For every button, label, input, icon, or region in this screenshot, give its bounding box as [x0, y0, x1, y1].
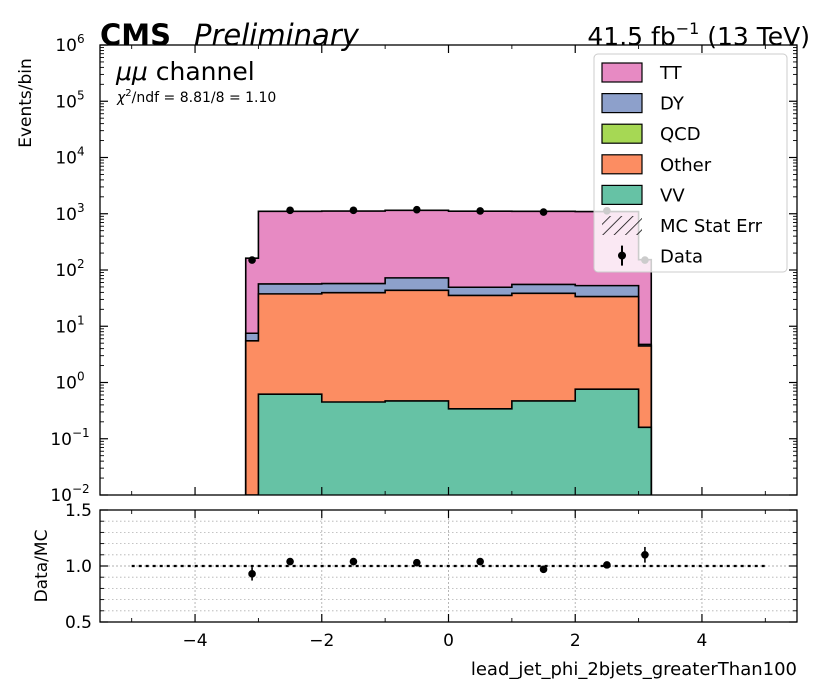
ratio-point [349, 557, 358, 566]
data-point [539, 208, 548, 216]
legend-entry: TT [601, 62, 683, 84]
x-tick-label: −4 [183, 631, 208, 651]
x-tick-label: 4 [697, 631, 708, 651]
y-tick-base: 10 [55, 149, 77, 169]
legend-label: VV [660, 185, 685, 206]
legend-entry: VV [601, 184, 685, 206]
ratio-axes: 0.5 1.0 1.5 −4 −2 0 2 4 [65, 501, 798, 651]
ratio-point [641, 551, 649, 559]
data-point [286, 206, 294, 215]
x-tick-label: 0 [443, 631, 454, 651]
y-tick-label: 101 [55, 313, 84, 337]
data-point [248, 256, 256, 264]
lumi-energy: (13 TeV) [699, 22, 810, 51]
ratio-content [131, 546, 766, 581]
chi2-chi: χ [116, 90, 126, 106]
chi2-sup: 2 [125, 88, 131, 99]
data-point [349, 206, 358, 215]
ratio-point [476, 557, 484, 566]
legend-swatch-mc-stat-err [602, 216, 642, 235]
y-tick-label: 103 [55, 201, 84, 225]
preliminary-label: Preliminary [194, 18, 360, 52]
y-tick-exp: 4 [77, 145, 85, 159]
legend-swatch-other [601, 154, 643, 175]
stack-outline-other [244, 289, 653, 495]
y-tick-exp: −1 [72, 426, 90, 440]
y-tick-label: 10−1 [50, 426, 89, 450]
stack-outline-vv [244, 388, 653, 495]
y-tick-exp: 6 [77, 32, 85, 46]
y-tick-label: 102 [55, 257, 84, 281]
legend-label: Other [660, 155, 712, 176]
lumi-exponent: −1 [676, 19, 700, 38]
y-tick-exp: 1 [77, 313, 85, 327]
ratio-y-tick-label: 1.5 [65, 501, 92, 521]
chi2-label: χ2/ndf = 8.81/8 = 1.10 [116, 88, 276, 106]
stack-outline-dy [244, 277, 653, 495]
ratio-point [603, 561, 611, 569]
y-tick-base: 10 [55, 36, 77, 56]
legend-label: DY [660, 94, 685, 115]
y-tick-label: 105 [55, 88, 84, 112]
y-tick-base: 10 [55, 374, 77, 394]
x-tick-label: 2 [570, 631, 581, 651]
y-tick-base: 10 [50, 430, 72, 450]
lumi-label: 41.5 fb−1 (13 TeV) [587, 19, 810, 51]
stack-fill-vv [245, 389, 652, 495]
y-tick-base: 10 [50, 486, 72, 506]
ratio-point [413, 558, 421, 567]
ratio-y-tick-label: 1.0 [65, 557, 92, 577]
legend-data-marker [618, 251, 626, 260]
legend-label: Data [660, 247, 703, 268]
main-ylabel: Events/bin [16, 58, 36, 148]
y-tick-exp: 5 [77, 88, 85, 102]
channel-rest: channel [148, 57, 255, 86]
y-tick-exp: 0 [77, 370, 85, 384]
legend-entry: Data [618, 245, 703, 268]
ratio-panel: 0.5 1.0 1.5 −4 −2 0 2 4 [65, 501, 798, 651]
legend: TT DY QCD Other VV MC Stat Err Data [593, 53, 788, 273]
y-tick-base: 10 [55, 317, 77, 337]
legend-swatch-dy [601, 92, 643, 114]
y-tick-label: 104 [55, 145, 84, 169]
legend-swatch-tt [601, 62, 643, 83]
channel-greek: μμ [115, 57, 148, 86]
legend-entry: DY [601, 92, 685, 115]
stack-layer-vv [244, 388, 653, 495]
ratio-point [539, 565, 548, 574]
legend-label: TT [659, 63, 683, 84]
stacked-histograms [244, 209, 653, 495]
legend-entry: QCD [601, 123, 701, 145]
ratio-point [286, 557, 294, 566]
legend-entry: Other [601, 154, 712, 176]
y-tick-exp: 2 [77, 257, 85, 271]
channel-label: μμ channel [115, 57, 255, 86]
legend-label: QCD [660, 124, 701, 145]
chi2-rest: /ndf = 8.81/8 = 1.10 [132, 90, 277, 106]
ratio-ylabel: Data/MC [32, 530, 52, 603]
legend-entry: MC Stat Err [602, 216, 763, 237]
y-tick-exp: −2 [72, 482, 90, 496]
ratio-y-tick-label: 0.5 [65, 613, 92, 633]
y-tick-base: 10 [55, 92, 77, 112]
x-tick-label: −2 [309, 631, 334, 651]
data-point [413, 205, 421, 214]
legend-label: MC Stat Err [660, 216, 763, 237]
ratio-point [248, 570, 256, 578]
legend-swatch-vv [601, 184, 643, 205]
y-tick-label: 100 [55, 370, 84, 394]
cms-label: CMS [100, 18, 171, 52]
lumi-value: 41.5 fb [587, 22, 675, 51]
y-tick-base: 10 [55, 261, 77, 281]
y-tick-label: 10−2 [50, 482, 89, 506]
legend-swatch-qcd [601, 123, 643, 144]
data-point [476, 207, 484, 215]
y-tick-exp: 3 [77, 201, 85, 215]
y-tick-label: 106 [55, 32, 84, 56]
y-tick-base: 10 [55, 205, 77, 225]
xlabel: lead_jet_phi_2bjets_greaterThan100 [471, 659, 797, 680]
